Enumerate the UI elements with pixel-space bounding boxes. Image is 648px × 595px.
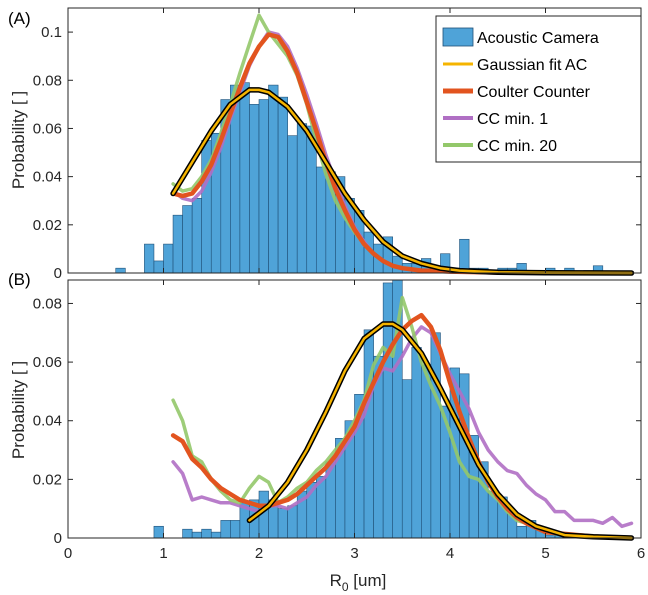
panel-b-y-axis-label: Probability [ ] xyxy=(9,361,28,459)
histogram-bar xyxy=(182,528,193,539)
histogram-bar xyxy=(172,214,183,274)
histogram-bar xyxy=(153,525,164,539)
panel-b-curves xyxy=(170,295,635,541)
histogram-bar xyxy=(191,198,202,274)
histogram-bar xyxy=(230,520,241,539)
histogram-bar xyxy=(430,332,441,539)
panel-b-label: (B) xyxy=(8,270,31,289)
y-tick-label: 0.08 xyxy=(33,295,62,312)
histogram-bar xyxy=(249,104,260,274)
y-tick-label: 0 xyxy=(54,265,62,282)
x-tick-label: 2 xyxy=(255,545,263,562)
panel-a-label: (A) xyxy=(8,9,31,28)
gaussian-fit-line xyxy=(248,322,633,540)
histogram-bar xyxy=(287,135,298,274)
legend-entry: Coulter Counter xyxy=(443,84,591,101)
histogram-bar xyxy=(182,205,193,274)
histogram-bar xyxy=(201,528,212,539)
legend-label: CC min. 20 xyxy=(477,138,557,155)
x-axis-label-unit: [um] xyxy=(349,571,387,590)
y-tick-label: 0.04 xyxy=(33,413,62,430)
legend-entry: Acoustic Camera xyxy=(442,27,599,47)
x-tick-label: 0 xyxy=(64,545,72,562)
histogram-bar xyxy=(421,364,432,539)
histogram-bar xyxy=(239,82,250,274)
histogram-bar xyxy=(210,531,222,539)
x-tick-label: 1 xyxy=(159,545,167,562)
gaussian-fit-line xyxy=(171,88,633,275)
x-tick-label: 5 xyxy=(541,545,549,562)
legend: Acoustic Camera Gaussian fit AC Coulter Co… xyxy=(435,15,642,163)
histogram-bar xyxy=(268,84,279,274)
x-tick-label: 6 xyxy=(637,545,645,562)
panel-b-axes: 0 0.02 0.04 0.06 0.08 0 1 2 3 4 5 6 xyxy=(33,279,645,562)
histogram-bar xyxy=(277,508,288,539)
histogram-bar xyxy=(411,347,422,539)
x-tick-label: 4 xyxy=(446,545,454,562)
panel-a-y-axis-label: Probability [ ] xyxy=(9,91,28,189)
cc-min1-line xyxy=(171,325,634,529)
x-axis-label-main: R xyxy=(330,571,342,590)
histogram-bar xyxy=(153,260,164,274)
y-tick-label: 0.06 xyxy=(33,354,62,371)
legend-label: Coulter Counter xyxy=(477,84,591,101)
y-tick-label: 0.04 xyxy=(33,169,62,186)
panel-b: 0 0.02 0.04 0.06 0.08 0 1 2 3 4 5 6 (B) Probability… xyxy=(8,270,645,594)
x-axis-label-subscript: 0 xyxy=(342,580,349,594)
y-tick-label: 0.06 xyxy=(33,120,62,137)
panel-a-curves xyxy=(170,13,635,276)
histogram-bar xyxy=(516,525,527,539)
x-tick-label: 3 xyxy=(350,545,358,562)
y-tick-label: 0.08 xyxy=(33,72,62,89)
histogram-bar xyxy=(191,531,202,539)
histogram-bar xyxy=(277,96,288,274)
histogram-bar xyxy=(287,505,298,539)
panel-a-axes: 0 0.02 0.04 0.06 0.08 0.1 xyxy=(33,7,642,282)
y-tick-label: 0.02 xyxy=(33,217,62,234)
histogram-bar xyxy=(115,267,126,274)
legend-swatch-histogram xyxy=(442,27,474,47)
histogram-bar xyxy=(163,243,174,274)
histogram-bar xyxy=(401,379,413,539)
histogram-bar xyxy=(382,282,393,539)
histogram-bar xyxy=(363,329,374,539)
y-tick-label: 0 xyxy=(54,530,62,547)
coulter-line xyxy=(170,32,634,276)
histogram-bar xyxy=(258,99,269,274)
legend-entry: CC min. 20 xyxy=(443,138,557,155)
legend-entry: CC min. 1 xyxy=(443,111,548,128)
y-tick-label: 0.02 xyxy=(33,471,62,488)
legend-label: CC min. 1 xyxy=(477,111,548,128)
legend-label: Acoustic Camera xyxy=(477,30,599,47)
legend-label: Gaussian fit AC xyxy=(477,57,587,74)
legend-entry: Gaussian fit AC xyxy=(443,57,587,74)
y-tick-label: 0.1 xyxy=(41,24,62,41)
histogram-bar xyxy=(220,520,231,539)
x-axis-label: R0 [um] xyxy=(330,571,387,594)
panel-b-histogram xyxy=(68,279,641,539)
histogram-bar xyxy=(144,243,155,274)
histogram-bar xyxy=(296,123,308,274)
histogram-bar xyxy=(315,166,327,274)
